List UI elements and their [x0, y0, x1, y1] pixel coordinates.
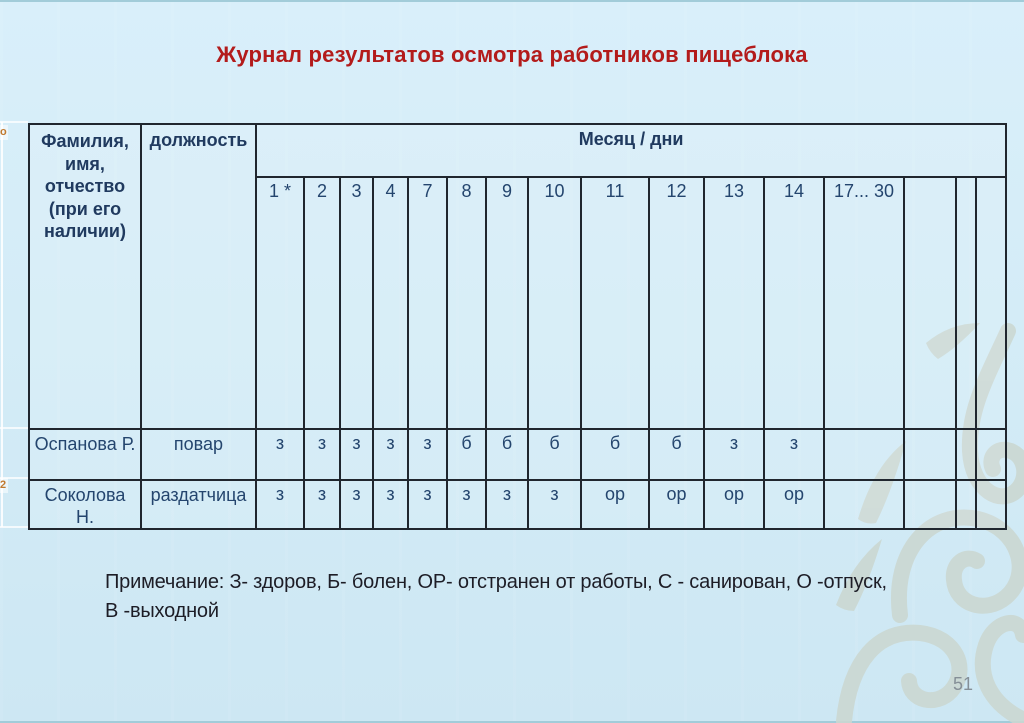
day-value-cell: б: [648, 428, 705, 481]
day-column-header: [974, 176, 1008, 430]
left-edge-tick: [0, 526, 28, 528]
day-column-header: 13: [703, 176, 765, 430]
day-value-cell: [823, 428, 905, 481]
legend-note-line2: В -выходной: [105, 600, 219, 622]
day-value-cell: з: [407, 478, 448, 531]
day-value-cell: б: [580, 428, 650, 481]
column-header-position: должность: [140, 123, 257, 430]
legend-note-line1: Примечание: З- здоров, Б- болен, ОР- отс…: [105, 571, 887, 593]
day-column-header: 11: [580, 176, 650, 430]
table-header-row: Фамилия, имя, отчество (при его наличии)…: [28, 123, 1008, 430]
day-column-header: 17... 30: [823, 176, 905, 430]
table-row: Соколова Н. раздатчица з з з з з з з з ор ор ор ор: [28, 478, 1008, 531]
top-border-line: [0, 0, 1024, 2]
day-column-header: 14: [763, 176, 825, 430]
legend-note: Примечание: З- здоров, Б- болен, ОР- отс…: [105, 568, 1005, 626]
day-value-cell: б: [446, 428, 487, 481]
position-cell: раздатчица: [140, 478, 257, 531]
day-value-cell: з: [372, 428, 409, 481]
page-number: 51: [953, 674, 974, 694]
employee-name-cell: Соколова Н.: [28, 478, 142, 531]
day-value-cell: з: [446, 478, 487, 531]
day-column-header: 4: [372, 176, 409, 430]
day-value-cell: з: [527, 478, 582, 531]
day-value-cell: з: [407, 428, 448, 481]
day-column-header: [955, 176, 977, 430]
day-column-header: 9: [485, 176, 529, 430]
day-value-cell: ор: [580, 478, 650, 531]
left-edge-fragment: 2: [0, 478, 8, 493]
inspection-journal-table: Фамилия, имя, отчество (при его наличии)…: [28, 123, 1008, 531]
left-edge-tick: [0, 477, 28, 479]
employee-name-cell: Оспанова Р.: [28, 428, 142, 481]
day-value-cell: [955, 478, 977, 531]
day-value-cell: ор: [763, 478, 825, 531]
day-value-cell: з: [339, 478, 374, 531]
inspection-journal-table-wrap: Фамилия, имя, отчество (при его наличии)…: [28, 123, 1008, 531]
day-column-header: 10: [527, 176, 582, 430]
day-column-header: 3: [339, 176, 374, 430]
day-column-header: 12: [648, 176, 705, 430]
day-value-cell: з: [372, 478, 409, 531]
day-value-cell: [903, 478, 957, 531]
day-column-header: 1 *: [255, 176, 305, 430]
day-value-cell: з: [763, 428, 825, 481]
day-value-cell: з: [303, 478, 341, 531]
left-edge-fragment: о: [0, 125, 8, 140]
day-value-cell: ор: [648, 478, 705, 531]
day-value-cell: [974, 478, 1008, 531]
day-column-header: 7: [407, 176, 448, 430]
column-header-name: Фамилия, имя, отчество (при его наличии): [28, 123, 142, 430]
day-value-cell: з: [339, 428, 374, 481]
day-value-cell: з: [485, 478, 529, 531]
day-value-cell: [823, 478, 905, 531]
column-header-days-group: Месяц / дни: [254, 123, 1008, 178]
day-value-cell: б: [527, 428, 582, 481]
day-value-cell: б: [485, 428, 529, 481]
day-column-header: 8: [446, 176, 487, 430]
table-row: Оспанова Р. повар з з з з з б б б б б з з: [28, 428, 1008, 481]
day-value-cell: [974, 428, 1008, 481]
day-value-cell: з: [255, 428, 305, 481]
left-edge-tick: [0, 121, 28, 123]
day-value-cell: з: [255, 478, 305, 531]
page-title: Журнал результатов осмотра работников пи…: [216, 42, 808, 67]
day-value-cell: з: [703, 428, 765, 481]
day-value-cell: [903, 428, 957, 481]
day-column-header: [903, 176, 957, 430]
left-edge-tick: [0, 427, 28, 429]
day-value-cell: з: [303, 428, 341, 481]
day-value-cell: ор: [703, 478, 765, 531]
day-column-header: 2: [303, 176, 341, 430]
left-edge-line: [1, 122, 3, 527]
day-columns-header-row: 1 * 2 3 4 7 8 9 10 11 12 13 14 17... 30: [29, 176, 1008, 430]
position-cell: повар: [140, 428, 257, 481]
bottom-border-line: [0, 721, 1024, 723]
day-value-cell: [955, 428, 977, 481]
